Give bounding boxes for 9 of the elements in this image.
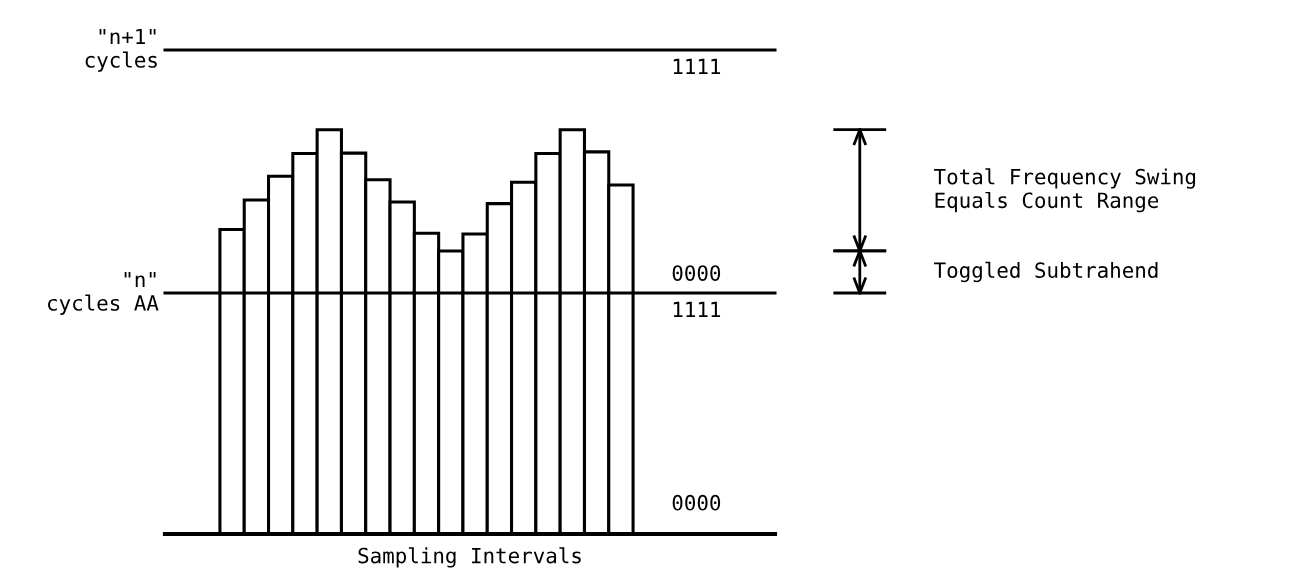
text: 0000 (672, 494, 721, 511)
annotation: 1111 (673, 301, 721, 318)
annotation: 0000 (672, 265, 721, 281)
text: Total Frequency Swing Equals Count Range (934, 168, 1196, 213)
text: Toggled Subtrahend (934, 261, 1158, 283)
annotation: 1111 (673, 58, 721, 75)
x-axis-title: Sampling Intervals (358, 547, 581, 568)
ref-line-label: "n" cycles AA (48, 271, 159, 315)
ref-line-label: "n+1" cycles (85, 28, 157, 72)
